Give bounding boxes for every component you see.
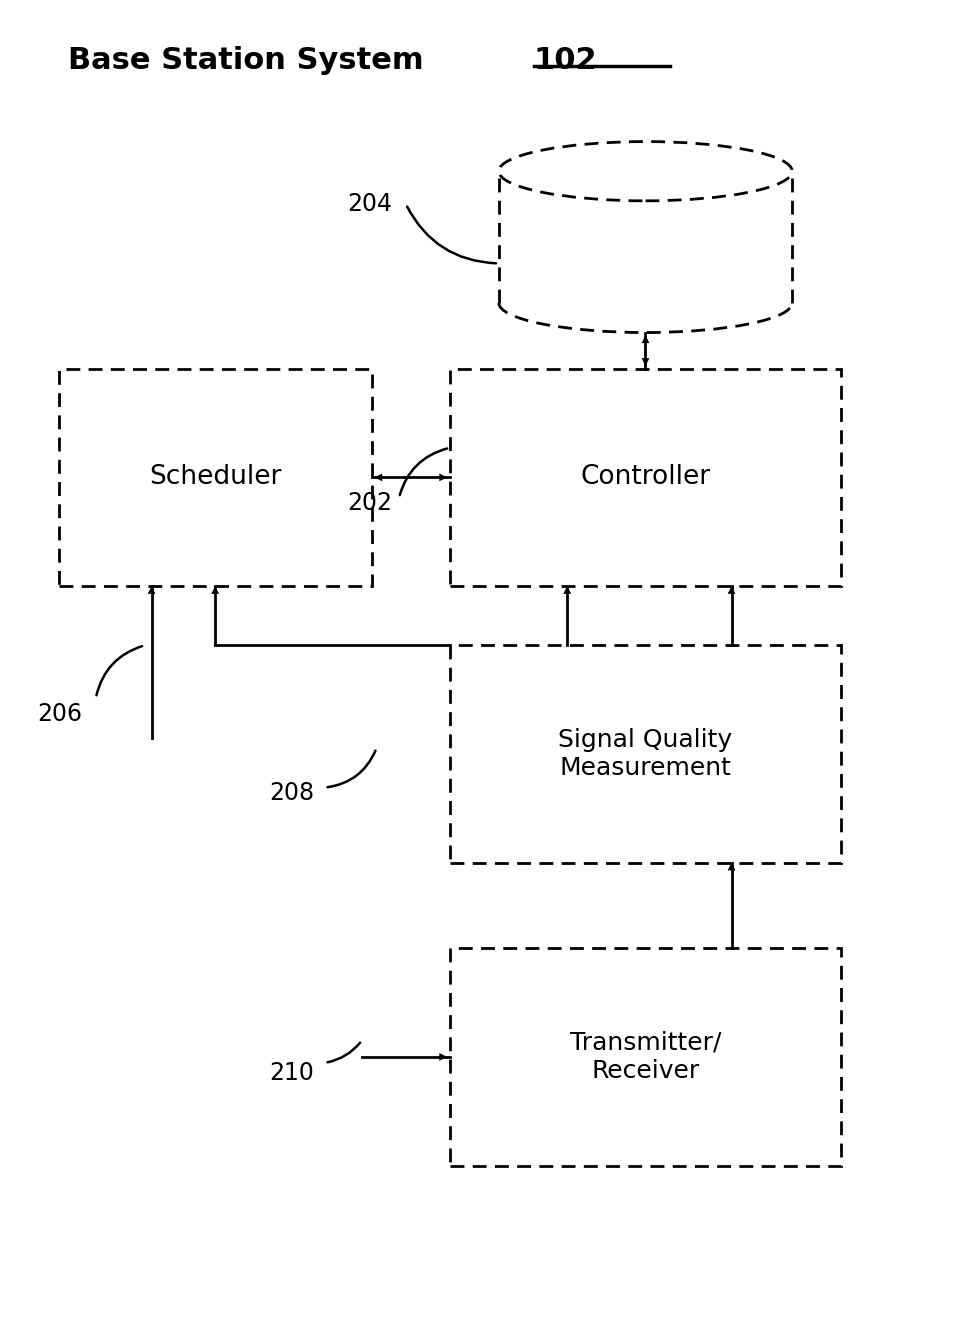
Text: Base Station System: Base Station System xyxy=(68,46,434,75)
Text: 204: 204 xyxy=(347,192,392,216)
Text: Transmitter/
Receiver: Transmitter/ Receiver xyxy=(570,1031,720,1083)
Text: Controller: Controller xyxy=(579,465,710,490)
Text: Signal Quality
Measurement: Signal Quality Measurement xyxy=(558,728,732,780)
Text: 206: 206 xyxy=(37,702,82,726)
Text: 210: 210 xyxy=(269,1062,314,1085)
Bar xyxy=(59,369,371,586)
Text: Scheduler: Scheduler xyxy=(149,465,281,490)
Ellipse shape xyxy=(498,142,791,202)
Text: 102: 102 xyxy=(533,46,597,75)
Bar xyxy=(449,645,840,863)
Text: 208: 208 xyxy=(269,781,314,805)
Bar xyxy=(498,171,791,303)
Bar xyxy=(449,369,840,586)
Text: 202: 202 xyxy=(347,491,392,515)
Bar xyxy=(449,948,840,1166)
